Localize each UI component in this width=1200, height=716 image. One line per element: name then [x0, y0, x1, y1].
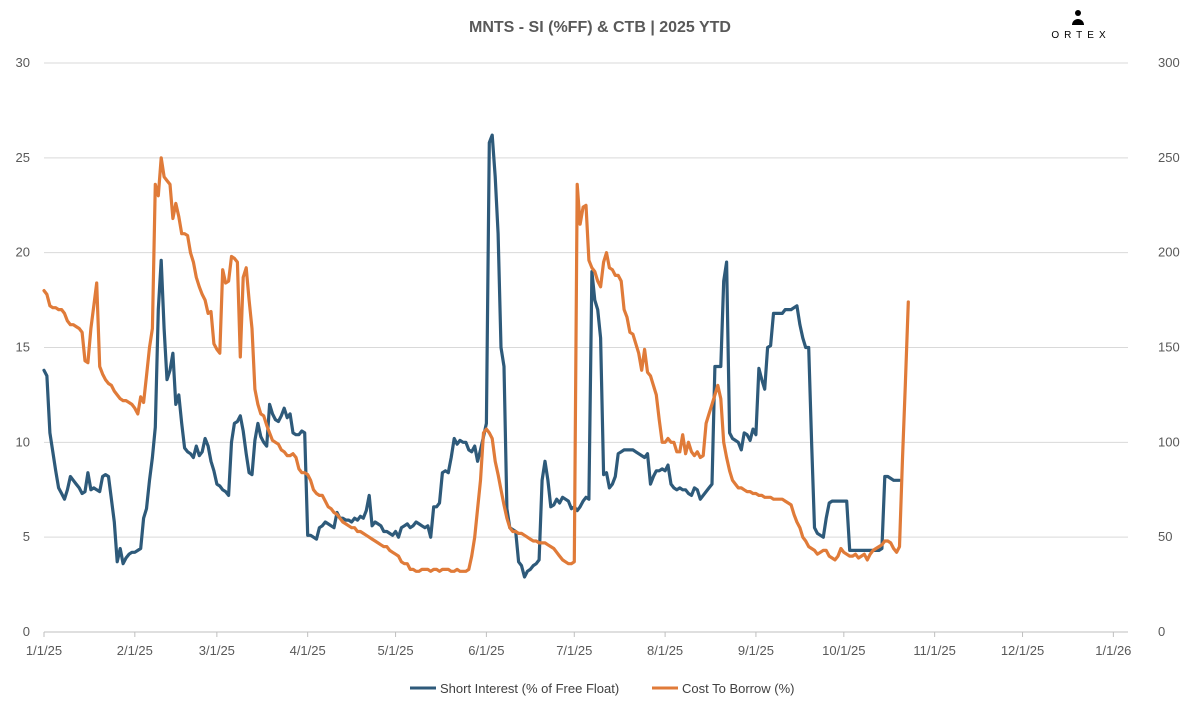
legend-label-cost-to-borrow: Cost To Borrow (%) — [682, 681, 794, 696]
x-tick-label: 8/1/25 — [647, 643, 683, 658]
x-tick-label: 5/1/25 — [377, 643, 413, 658]
x-tick-label: 11/1/25 — [913, 643, 955, 658]
x-tick-label: 7/1/25 — [556, 643, 592, 658]
left-tick-label: 5 — [23, 529, 30, 544]
right-tick-label: 0 — [1158, 624, 1165, 639]
right-tick-label: 300 — [1158, 55, 1180, 70]
legend-label-short-interest: Short Interest (% of Free Float) — [440, 681, 619, 696]
gridlines — [44, 62, 1128, 538]
right-axis-ticks: 0 50 100 150 200 250 300 — [1158, 55, 1180, 639]
logo-arc-icon — [1072, 19, 1084, 25]
left-tick-label: 20 — [16, 245, 30, 260]
x-axis-ticks: 1/1/25 2/1/25 3/1/25 4/1/25 5/1/25 6/1/25 7/1/… — [26, 631, 1131, 658]
x-tick-label: 1/1/26 — [1095, 643, 1131, 658]
chart-title: MNTS - SI (%FF) & CTB | 2025 YTD — [469, 19, 731, 36]
x-tick-label: 4/1/25 — [290, 643, 326, 658]
series-lines — [42, 133, 910, 579]
right-tick-label: 150 — [1158, 340, 1180, 355]
x-tick-label: 9/1/25 — [738, 643, 774, 658]
x-tick-label: 1/1/25 — [26, 643, 62, 658]
right-tick-label: 250 — [1158, 150, 1180, 165]
x-tick-label: 10/1/25 — [822, 643, 865, 658]
right-tick-label: 50 — [1158, 529, 1172, 544]
logo-dot-icon — [1075, 10, 1081, 16]
right-tick-label: 100 — [1158, 434, 1180, 449]
series-line-short-interest — [42, 133, 902, 579]
left-tick-label: 15 — [16, 340, 30, 355]
legend: Short Interest (% of Free Float) Cost To… — [410, 681, 794, 696]
x-tick-label: 3/1/25 — [199, 643, 235, 658]
logo-text: ORTEX — [1051, 30, 1110, 41]
x-tick-label: 6/1/25 — [468, 643, 504, 658]
left-tick-label: 0 — [23, 624, 30, 639]
left-tick-label: 25 — [16, 150, 30, 165]
left-axis-ticks: 0 5 10 15 20 25 30 — [16, 55, 30, 639]
right-tick-label: 200 — [1158, 245, 1180, 260]
left-tick-label: 30 — [16, 55, 30, 70]
x-tick-label: 12/1/25 — [1001, 643, 1044, 658]
series-line-cost-to-borrow — [42, 156, 910, 573]
x-tick-label: 2/1/25 — [117, 643, 153, 658]
left-tick-label: 10 — [16, 434, 30, 449]
ortex-logo: ORTEX — [1051, 10, 1110, 41]
